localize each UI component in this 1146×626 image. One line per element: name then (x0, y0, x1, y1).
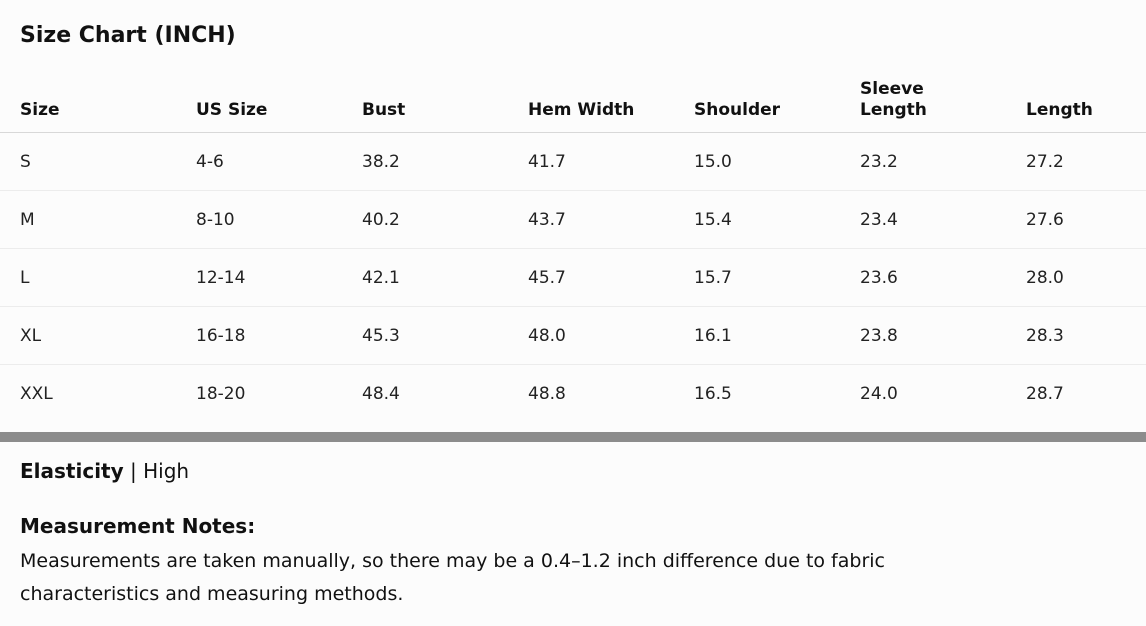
table-cell: 15.7 (694, 248, 860, 307)
table-cell: S (0, 132, 196, 191)
table-row: XL 16-18 45.3 48.0 16.1 23.8 28.3 (0, 306, 1146, 365)
table-cell: M (0, 190, 196, 249)
table-header-row: Size US Size Bust Hem Width Shoulder Sle… (0, 64, 1146, 133)
table-cell: 41.7 (528, 132, 694, 191)
table-cell: 27.6 (1026, 190, 1146, 249)
table-cell: 48.4 (362, 383, 400, 404)
table-cell: 42.1 (362, 248, 528, 307)
column-header-bust: Bust (362, 64, 528, 133)
table-cell: 48.0 (528, 306, 694, 365)
elasticity-separator: | (123, 459, 144, 483)
table-cell: 40.2 (362, 190, 528, 249)
table-cell: 4-6 (196, 132, 362, 191)
elasticity-value: High (143, 459, 190, 483)
table-cell: 23.2 (860, 132, 1026, 191)
column-header-length: Length (1026, 64, 1146, 133)
table-cell: 15.0 (694, 132, 860, 191)
elasticity-line: Elasticity | High (20, 458, 189, 484)
table-cell: 18-20 (196, 383, 246, 404)
column-header-sleeve-length: Sleeve Length (860, 64, 1026, 133)
table-cell: 45.3 (362, 306, 528, 365)
table-cell: 16.1 (694, 306, 860, 365)
page-title: Size Chart (INCH) (20, 23, 236, 48)
column-header-hem-width: Hem Width (528, 64, 694, 133)
table-cell: 45.7 (528, 248, 694, 307)
table-cell: 27.2 (1026, 132, 1146, 191)
table-row: L 12-14 42.1 45.7 15.7 23.6 28.0 (0, 248, 1146, 307)
table-cell: L (0, 248, 196, 307)
measurement-notes-title: Measurement Notes: (20, 514, 256, 538)
table-cell: 28.7 (1026, 383, 1064, 404)
table-cell: XL (0, 306, 196, 365)
elasticity-label: Elasticity (20, 459, 124, 483)
table-cell: 16.5 (694, 383, 732, 404)
table-cell: 28.0 (1026, 248, 1146, 307)
column-header-us-size: US Size (196, 64, 362, 133)
measurement-notes-text: Measurements are taken manually, so ther… (20, 550, 885, 605)
table-cell: XXL (20, 383, 53, 404)
column-header-shoulder: Shoulder (694, 64, 860, 133)
table-cell: 12-14 (196, 248, 362, 307)
table-cell: 15.4 (694, 190, 860, 249)
size-chart-table: Size US Size Bust Hem Width Shoulder Sle… (0, 64, 1146, 422)
table-cell: 23.8 (860, 306, 1026, 365)
table-row: M 8-10 40.2 43.7 15.4 23.4 27.6 (0, 190, 1146, 249)
section-divider (0, 432, 1146, 442)
table-cell: 38.2 (362, 132, 528, 191)
table-cell: 43.7 (528, 190, 694, 249)
table-row: XXL 18-20 48.4 48.8 16.5 24.0 28.7 (0, 365, 1146, 423)
table-cell: 16-18 (196, 306, 362, 365)
table-cell: 23.6 (860, 248, 1026, 307)
column-header-size: Size (0, 64, 196, 133)
table-row: S 4-6 38.2 41.7 15.0 23.2 27.2 (0, 132, 1146, 191)
table-cell: 48.8 (528, 383, 566, 404)
table-cell: 24.0 (860, 383, 898, 404)
table-cell: 23.4 (860, 190, 1026, 249)
table-cell: 28.3 (1026, 306, 1146, 365)
table-cell: 8-10 (196, 190, 362, 249)
